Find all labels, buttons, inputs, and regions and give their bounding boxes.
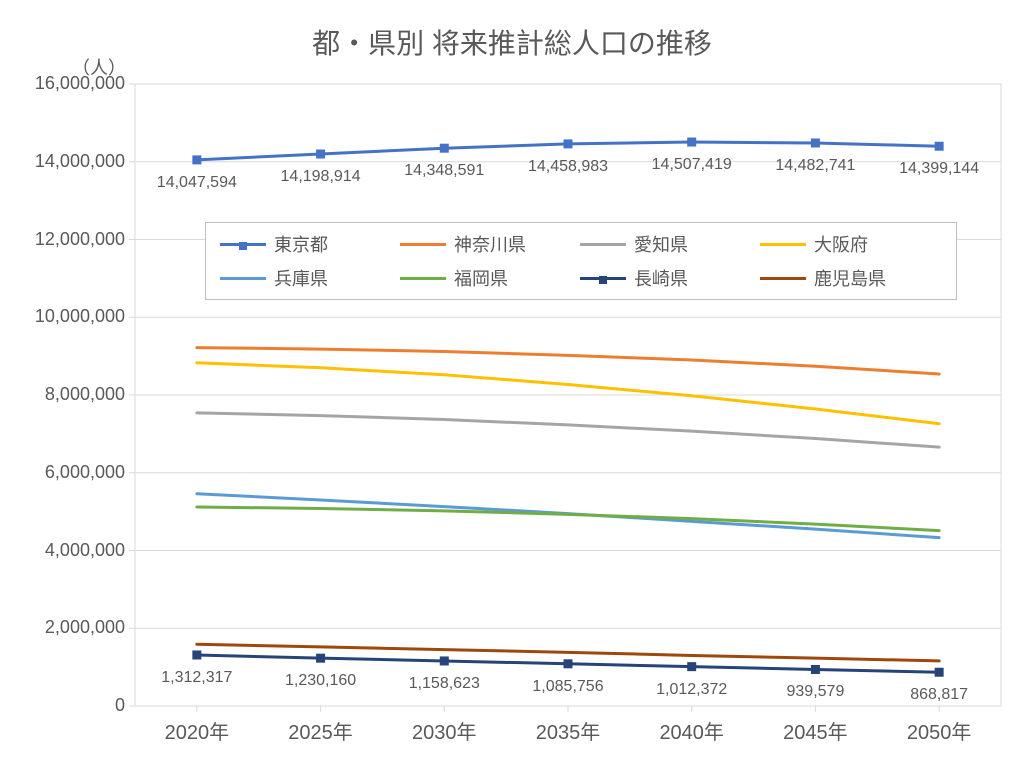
legend-item: 東京都 — [220, 231, 328, 257]
series-marker — [440, 657, 448, 665]
x-tick-label: 2035年 — [506, 716, 630, 745]
series-line — [197, 413, 939, 447]
legend-label: 神奈川県 — [454, 231, 526, 257]
legend-marker-icon — [599, 276, 607, 284]
legend-swatch — [220, 277, 266, 280]
legend-item: 神奈川県 — [400, 231, 526, 257]
legend-item: 愛知県 — [580, 231, 688, 257]
y-tick-label: 14,000,000 — [35, 151, 125, 172]
legend-marker-icon — [239, 242, 247, 250]
y-tick-label: 8,000,000 — [45, 384, 125, 405]
series-marker — [193, 651, 201, 659]
population-projection-chart: 都・県別 将来推計総人口の推移 （人） 02,000,0004,000,0006… — [0, 0, 1024, 765]
series-line — [197, 348, 939, 374]
data-label: 868,817 — [884, 686, 994, 704]
y-tick-label: 6,000,000 — [45, 462, 125, 483]
legend-label: 兵庫県 — [274, 265, 328, 291]
series-marker — [193, 156, 201, 164]
chart-plot-area — [0, 0, 1024, 765]
legend-label: 福岡県 — [454, 265, 508, 291]
legend-label: 愛知県 — [634, 231, 688, 257]
y-tick-label: 10,000,000 — [35, 306, 125, 327]
data-label: 14,482,741 — [760, 157, 870, 175]
legend-swatch — [760, 243, 806, 246]
series-marker — [688, 138, 696, 146]
data-label: 14,047,594 — [142, 174, 252, 192]
y-tick-label: 16,000,000 — [35, 73, 125, 94]
legend-item: 鹿児島県 — [760, 265, 886, 291]
data-label: 1,312,317 — [142, 669, 252, 687]
legend-swatch — [760, 277, 806, 280]
chart-legend: 東京都 神奈川県 愛知県 大阪府兵庫県 福岡県 長崎県 鹿児島県 — [205, 222, 957, 300]
series-marker — [688, 663, 696, 671]
series-marker — [935, 142, 943, 150]
x-tick-label: 2020年 — [135, 716, 259, 745]
legend-swatch — [400, 243, 446, 246]
y-tick-label: 2,000,000 — [45, 617, 125, 638]
data-label: 1,158,623 — [389, 675, 499, 693]
y-tick-label: 4,000,000 — [45, 540, 125, 561]
x-tick-label: 2025年 — [259, 716, 383, 745]
legend-swatch — [580, 243, 626, 246]
series-marker — [811, 665, 819, 673]
y-tick-label: 0 — [115, 695, 125, 716]
data-label: 14,458,983 — [513, 158, 623, 176]
legend-label: 東京都 — [274, 231, 328, 257]
x-tick-label: 2040年 — [630, 716, 754, 745]
legend-swatch — [220, 243, 266, 246]
legend-item: 兵庫県 — [220, 265, 328, 291]
legend-label: 鹿児島県 — [814, 265, 886, 291]
data-label: 14,348,591 — [389, 162, 499, 180]
series-marker — [440, 144, 448, 152]
legend-item: 大阪府 — [760, 231, 868, 257]
legend-item: 長崎県 — [580, 265, 688, 291]
data-label: 939,579 — [760, 683, 870, 701]
series-marker — [935, 668, 943, 676]
series-marker — [811, 139, 819, 147]
data-label: 14,399,144 — [884, 160, 994, 178]
series-marker — [317, 654, 325, 662]
y-tick-label: 12,000,000 — [35, 229, 125, 250]
series-marker — [317, 150, 325, 158]
series-marker — [564, 140, 572, 148]
legend-label: 大阪府 — [814, 231, 868, 257]
x-tick-label: 2045年 — [754, 716, 878, 745]
data-label: 1,085,756 — [513, 678, 623, 696]
data-label: 1,230,160 — [266, 672, 376, 690]
legend-label: 長崎県 — [634, 265, 688, 291]
legend-swatch — [580, 277, 626, 280]
data-label: 14,507,419 — [637, 156, 747, 174]
legend-swatch — [400, 277, 446, 280]
x-tick-label: 2050年 — [877, 716, 1001, 745]
data-label: 14,198,914 — [266, 168, 376, 186]
series-line — [197, 507, 939, 531]
data-label: 1,012,372 — [637, 681, 747, 699]
series-marker — [564, 660, 572, 668]
legend-item: 福岡県 — [400, 265, 508, 291]
x-tick-label: 2030年 — [382, 716, 506, 745]
